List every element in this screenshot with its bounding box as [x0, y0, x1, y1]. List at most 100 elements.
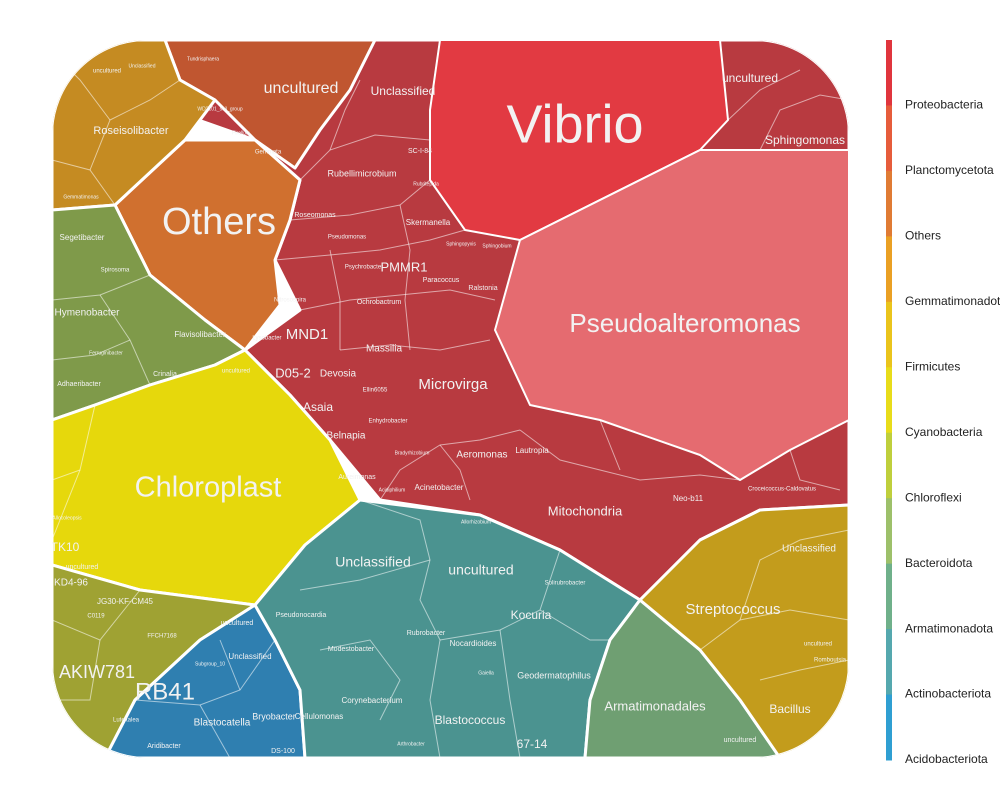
cell-label-actinobacteriota-unclassified: Unclassified [335, 554, 410, 570]
cell-label-acidobacteriota-rb41: RB41 [135, 678, 195, 705]
cell-label-actinobacteriota-gaiella: Gaiella [478, 670, 494, 676]
cell-label-proteobacteria-acinetobacter: Acinetobacter [415, 483, 464, 492]
cell-label-firmicutes-romboutsia: Romboutsia [814, 658, 847, 664]
cell-label-proteobacteria-sphingomonas: Sphingomonas [765, 133, 845, 147]
cell-border-29 [52, 339, 131, 361]
cell-label-actinobacteriota-geodermatophilus: Geodermatophilus [517, 670, 591, 680]
cell-border-11 [599, 419, 621, 471]
cell-label-actinobacteriota-arthrobacter: Arthrobacter [397, 741, 425, 747]
cell-border-36 [219, 639, 241, 691]
cell-label-bacteroidota-flavisolibacter: Flavisolibacter [174, 330, 225, 339]
cell-border-10 [519, 429, 741, 481]
cell-label-proteobacteria-pseudoalteromonas: Pseudoalteromonas [569, 308, 800, 338]
cell-label-actinobacteriota-nocardioides: Nocardioides [450, 639, 497, 648]
cell-border-19 [319, 639, 401, 721]
cell-label-firmicutes-bacillus: Bacillus [769, 702, 810, 716]
cell-label-bacteroidota-hymenobacter: Hymenobacter [54, 308, 120, 319]
cell-label-acidobacteriota-luteitalea: Luteitalea [113, 718, 140, 724]
cell-label-acidobacteriota-uncultured: uncultured [221, 620, 254, 627]
legend-label-proteobacteria: Proteobacteria [905, 98, 983, 112]
cell-label-proteobacteria-sphingopyxis: Sphingopyxis [446, 241, 476, 247]
cell-label-proteobacteria-massilia: Massilia [366, 344, 403, 355]
legend-swatch-acidobacteriota [886, 694, 892, 761]
cell-border-21 [699, 609, 849, 651]
cell-label-chloroflexi-kd4-96: KD4-96 [54, 578, 88, 589]
legend-swatch-actinobacteriota [886, 629, 892, 696]
region-firmicutes-10 [638, 503, 849, 758]
cell-label-planctomycetota-uncultured: uncultured [264, 80, 339, 97]
cell-border-4 [299, 289, 496, 311]
cell-label-gemmatimonadota-gemmatimonas: Gemmatimonas [63, 194, 99, 200]
cell-label-proteobacteria-sphingobium: Sphingobium [482, 243, 511, 249]
legend-label-actinobacteriota: Actinobacteriota [905, 687, 991, 701]
cell-label-bacteroidota-adhaeribacter: Adhaeribacter [57, 381, 101, 388]
cell-label-proteobacteria-neo-b11: Neo-b11 [673, 494, 704, 503]
cell-label-chloroflexi-c0119: C0119 [87, 614, 105, 620]
cell-label-proteobacteria-enhydrobacter: Enhydrobacter [368, 419, 407, 425]
cell-label-proteobacteria-uncultured: uncultured [722, 71, 778, 85]
cell-label-proteobacteria-vibrio: Vibrio [506, 94, 643, 154]
cell-label-proteobacteria-allorhizobium: Allorhizobium [461, 519, 491, 525]
cell-label-chloroflexi-ffch7168: FFCH7168 [147, 634, 177, 640]
cell-label-chloroflexi-jg30-kf-cm45: JG30-KF-CM45 [97, 597, 154, 606]
cell-label-proteobacteria-ralstonia: Ralstonia [468, 285, 497, 292]
cell-label-proteobacteria-rubellimicrobium: Rubellimicrobium [327, 168, 396, 178]
cell-label-proteobacteria-microvirga: Microvirga [418, 376, 488, 393]
cell-label-actinobacteriota-blastococcus: Blastococcus [435, 713, 506, 727]
cell-label-proteobacteria-d05-2: D05-2 [275, 365, 310, 380]
cell-label-proteobacteria-acidiphilium: Acidiphilium [379, 487, 406, 493]
legend-label-cyanobacteria: Cyanobacteria [905, 425, 983, 439]
cell-label-planctomycetota-gemmata: Gemmata [255, 150, 282, 156]
cell-label-proteobacteria-ochrobactrum: Ochrobactrum [357, 299, 402, 306]
cell-border-31 [52, 469, 81, 541]
cell-label-proteobacteria-psychrobacter: Psychrobacter [345, 265, 383, 271]
cell-label-proteobacteria-rubritepida: Rubritepida [413, 181, 439, 187]
legend-swatch-others [886, 170, 892, 237]
legend-swatch-proteobacteria [886, 40, 892, 106]
cell-border-23 [759, 659, 849, 681]
cell-label-armatimonadota-uncultured: uncultured [724, 737, 757, 744]
legend-label-acidobacteriota: Acidobacteriota [905, 752, 988, 766]
cell-label-planctomycetota-tundrisphaera: Tundrisphaera [187, 56, 219, 62]
cell-label-acidobacteriota-subgroup-10: Subgroup_10 [195, 661, 225, 667]
legend-swatch-cyanobacteria [886, 367, 892, 434]
cell-label-gemmatimonadota-unclassified: Unclassified [129, 63, 156, 69]
legend-swatch-gemmatimonadota [886, 236, 892, 303]
cell-border-34 [134, 639, 276, 706]
legend-label-firmicutes: Firmicutes [905, 359, 960, 373]
cell-label-chloroflexi-akiw781: AKIW781 [59, 662, 135, 682]
cell-label-chloroflexi-uncultured: uncultured [66, 564, 99, 571]
cell-label-proteobacteria-skermanella: Skermanella [406, 218, 451, 227]
cell-label-proteobacteria-ellin6055: Ellin6055 [363, 388, 388, 394]
cell-border-9 [439, 444, 471, 501]
cell-label-gemmatimonadota-roseisolibacter: Roseisolibacter [93, 125, 169, 137]
cell-label-actinobacteriota-pseudonocardia: Pseudonocardia [276, 612, 327, 619]
cell-label-firmicutes-unclassified: Unclassified [782, 544, 836, 555]
treemap-labels: Vibrio Pseudoalteromonas Unclassified uncul… [52, 56, 847, 755]
cell-label-proteobacteria-aureimonas: Aureimonas [338, 474, 376, 481]
cell-border-12 [727, 69, 801, 121]
cell-border-16 [299, 559, 431, 591]
cell-border-3 [274, 229, 466, 261]
cell-border-20 [539, 609, 610, 641]
cell-label-proteobacteria-belnapia: Belnapia [327, 431, 366, 442]
legend-label-chloroflexi: Chloroflexi [905, 490, 962, 504]
cell-label-actinobacteriota-cellulomonas: Cellulomonas [295, 712, 343, 721]
legend-label-armatimonadota: Armatimonadota [905, 621, 993, 635]
legend-swatch-armatimonadota [886, 563, 892, 630]
cell-border-17 [439, 549, 561, 641]
cell-label-proteobacteria-croceicoccus-caldovatus: Croceicoccus-Caldovatus [748, 487, 816, 493]
cell-label-proteobacteria-aeromonas: Aeromonas [456, 450, 507, 461]
cell-label-proteobacteria-sc-i-84: SC-I-84 [408, 148, 432, 155]
cell-label-proteobacteria-lysobacter: Lysobacter [252, 336, 281, 342]
cell-label-proteobacteria-asaia: Asaia [303, 400, 333, 414]
cell-label-actinobacteriota-corynebacterium: Corynebacterium [342, 696, 403, 705]
legend-label-planctomycetota: Planctomycetota [905, 163, 994, 177]
cell-label-acidobacteriota-ds-100: DS-100 [271, 748, 295, 755]
cell-border-6 [399, 204, 411, 351]
cell-label-bacteroidota-spirosoma: Spirosoma [101, 268, 130, 274]
cell-border-22 [739, 529, 849, 621]
cell-label-proteobacteria-paracoccus: Paracoccus [423, 277, 460, 284]
cell-label-proteobacteria-pseudomonas: Pseudomonas [328, 235, 366, 241]
cell-border-33 [52, 639, 101, 701]
